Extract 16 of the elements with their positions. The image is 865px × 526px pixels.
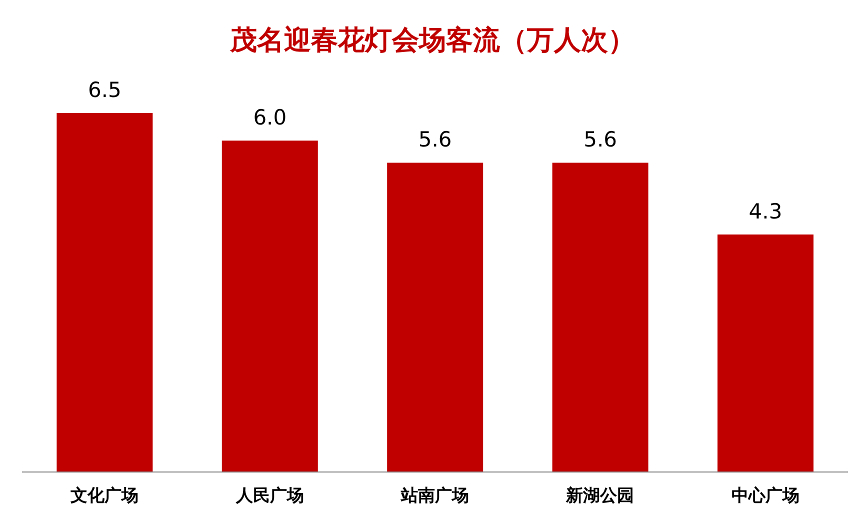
x-tick-label: 站南广场 (400, 486, 469, 506)
bar (387, 162, 484, 472)
data-label: 6.0 (253, 106, 287, 130)
bar (552, 162, 648, 472)
bar (717, 234, 814, 472)
bar (222, 140, 318, 472)
x-tick-label: 新湖公园 (565, 486, 634, 506)
x-tick-label: 人民广场 (234, 486, 304, 506)
x-tick-label: 中心广场 (731, 486, 800, 506)
x-tick-label: 文化广场 (70, 486, 139, 506)
chart-title: 茂名迎春花灯会场客流（万人次） (229, 24, 636, 58)
data-label: 6.5 (88, 78, 122, 102)
data-label: 5.6 (418, 128, 452, 152)
bar (56, 113, 153, 472)
data-label: 5.6 (584, 128, 617, 152)
data-label: 4.3 (748, 200, 782, 224)
